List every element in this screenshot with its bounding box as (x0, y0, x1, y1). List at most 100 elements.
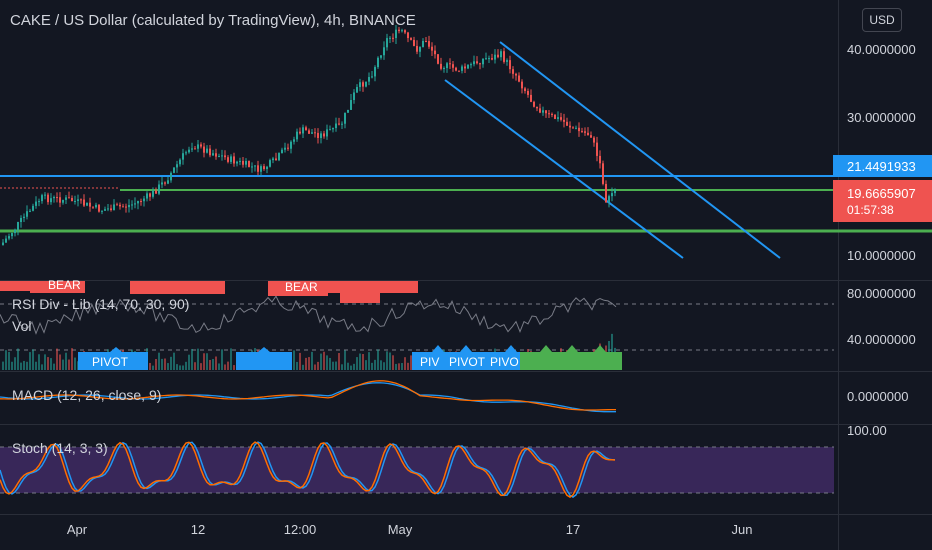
volume-bar (233, 365, 235, 370)
volume-bar (395, 363, 397, 370)
candle-body (311, 132, 313, 134)
candle-body (575, 127, 577, 129)
volume-bar (212, 358, 214, 370)
candle-body (434, 50, 436, 55)
candle-body (38, 201, 40, 203)
candle-body (479, 63, 481, 65)
candle-body (119, 204, 121, 207)
candle-body (128, 205, 130, 208)
candle-body (59, 197, 61, 203)
pivot-marker-label: PIVOT (92, 355, 129, 369)
candle-body (176, 164, 178, 168)
candle-body (587, 132, 589, 136)
candle-body (98, 204, 100, 212)
candle-body (269, 160, 271, 167)
bar-countdown: 01:57:38 (847, 202, 894, 217)
candle-body (41, 195, 43, 202)
candle-body (191, 148, 193, 150)
candle-body (110, 208, 112, 211)
candle-body (122, 206, 124, 208)
pivot-marker-label: PIVOT (449, 355, 486, 369)
candle-body (137, 201, 139, 204)
stoch-indicator-label[interactable]: Stoch (14, 3, 3) (12, 440, 108, 456)
pivot-marker (412, 352, 520, 370)
volume-bar (311, 351, 313, 370)
candle-body (161, 182, 163, 185)
candle-body (5, 238, 7, 243)
candle-body (80, 199, 82, 201)
volume-bar (155, 358, 157, 370)
vol-indicator-label[interactable]: Vol (12, 318, 32, 334)
candle-body (383, 47, 385, 56)
volume-bar (167, 363, 169, 370)
volume-bar (188, 354, 190, 370)
candle-body (2, 242, 4, 245)
macd-indicator-label[interactable]: MACD (12, 26, close, 9) (12, 387, 162, 403)
candle-body (503, 51, 505, 62)
volume-bar (323, 351, 325, 370)
candle-body (203, 146, 205, 153)
candle-body (35, 201, 37, 206)
candle-body (125, 206, 127, 208)
volume-bar (179, 365, 181, 370)
candle-body (17, 222, 19, 230)
candle-body (68, 197, 70, 199)
candle-body (404, 30, 406, 33)
candle-body (29, 210, 31, 212)
candle-body (599, 155, 601, 164)
candle-body (332, 128, 334, 130)
candle-body (242, 160, 244, 165)
candle-body (65, 197, 67, 200)
currency-button[interactable]: USD (862, 8, 902, 32)
candle-body (386, 38, 388, 48)
bear-marker (328, 281, 418, 293)
volume-bar (389, 352, 391, 370)
candle-body (101, 210, 103, 212)
candle-body (95, 204, 97, 208)
candle-body (182, 153, 184, 160)
volume-bar (404, 357, 406, 370)
candle-body (563, 119, 565, 122)
candle-body (230, 156, 232, 162)
rsi-indicator-label[interactable]: RSI Div - Lib (14, 70, 30, 90) (12, 296, 190, 312)
candle-body (428, 41, 430, 47)
volume-bar (347, 362, 349, 370)
candle-body (323, 133, 325, 137)
volume-bar (398, 363, 400, 370)
price-axis-label: 40.0000000 (847, 42, 916, 57)
candle-body (485, 58, 487, 60)
volume-bar (20, 362, 22, 370)
bear-marker (340, 293, 380, 303)
candle-body (572, 127, 574, 129)
candle-body (116, 204, 118, 206)
candle-body (569, 125, 571, 128)
volume-bar (293, 350, 295, 370)
candle-body (329, 129, 331, 131)
volume-bar (299, 352, 301, 370)
candle-body (557, 117, 559, 119)
time-axis-label: 12 (190, 522, 206, 537)
candle-body (260, 166, 262, 172)
candle-body (362, 82, 364, 87)
candle-body (227, 157, 229, 162)
candle-body (32, 205, 34, 211)
candle-body (437, 54, 439, 64)
volume-bar (65, 352, 67, 370)
volume-bar (50, 358, 52, 370)
candle-body (458, 70, 460, 72)
volume-bar (227, 361, 229, 370)
candle-body (467, 64, 469, 69)
candle-body (215, 153, 217, 157)
candle-body (152, 190, 154, 197)
candle-body (290, 141, 292, 149)
candle-body (104, 209, 106, 211)
candle-body (431, 46, 433, 51)
candle-body (74, 200, 76, 202)
candle-body (548, 113, 550, 115)
candle-body (500, 51, 502, 58)
candle-body (530, 94, 532, 102)
candle-body (353, 92, 355, 101)
volume-bar (353, 363, 355, 370)
